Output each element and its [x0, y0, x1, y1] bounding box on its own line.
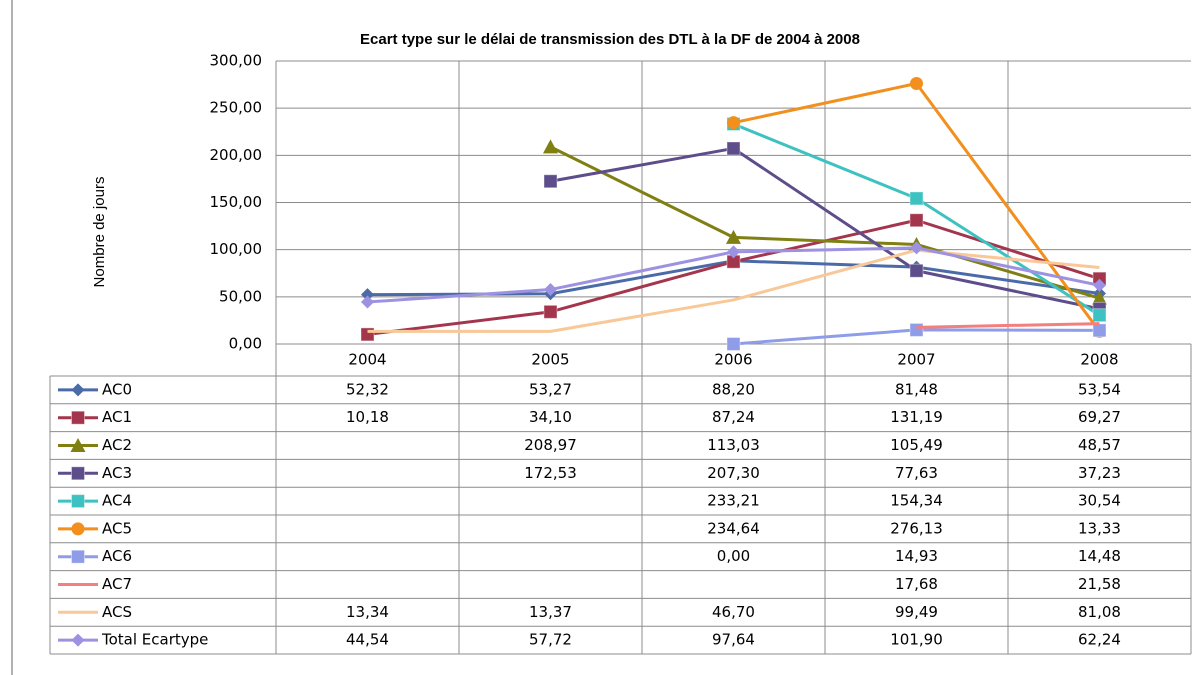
table-cell: 101,90 — [890, 631, 943, 649]
table-cell: 53,27 — [529, 380, 572, 398]
table-cell: 53,54 — [1078, 380, 1121, 398]
table-cell: 21,58 — [1078, 575, 1121, 593]
legend-marker — [71, 522, 85, 536]
table-cell: 69,27 — [1078, 408, 1121, 426]
data-point — [1092, 308, 1107, 323]
legend-marker — [70, 438, 86, 452]
data-point — [910, 241, 923, 255]
table-cell: 208,97 — [524, 436, 577, 454]
legend-marker — [71, 633, 85, 647]
table-cell: 62,24 — [1078, 631, 1121, 649]
table-cell: 81,48 — [895, 380, 938, 398]
table-cell: 14,48 — [1078, 547, 1121, 565]
data-point — [909, 191, 924, 206]
table-cell: 44,54 — [346, 631, 389, 649]
table-cell: 52,32 — [346, 380, 389, 398]
legend-marker — [71, 466, 85, 481]
legend-label: AC0 — [102, 380, 132, 398]
table-cell: 37,23 — [1078, 464, 1121, 482]
table-cell: 17,68 — [895, 575, 938, 593]
x-tick-label: 2008 — [1080, 351, 1118, 369]
table-cell: 30,54 — [1078, 492, 1121, 510]
table-cell: 113,03 — [707, 436, 760, 454]
table-cell: 99,49 — [895, 603, 938, 621]
y-tick-label: 200,00 — [210, 146, 263, 164]
table-cell: 13,34 — [346, 603, 389, 621]
data-point — [1092, 323, 1107, 338]
table-cell: 48,57 — [1078, 436, 1121, 454]
series-line — [916, 322, 1100, 329]
table-cell: 57,72 — [529, 631, 572, 649]
data-point — [727, 116, 740, 130]
legend-label: AC1 — [102, 408, 132, 426]
legend-marker — [71, 410, 85, 425]
table-cell: 276,13 — [890, 519, 943, 537]
y-tick-label: 0,00 — [229, 335, 262, 353]
legend-label: AC7 — [102, 575, 132, 593]
data-point — [1093, 278, 1106, 292]
data-point — [361, 288, 374, 302]
y-tick-label: 100,00 — [210, 240, 263, 258]
table-cell: 14,93 — [895, 547, 938, 565]
x-tick-label: 2006 — [714, 351, 752, 369]
table-cell: 207,30 — [707, 464, 760, 482]
y-tick-label: 250,00 — [210, 99, 263, 117]
series-line — [733, 82, 1101, 333]
table-cell: 88,20 — [712, 380, 755, 398]
x-tick-label: 2005 — [531, 351, 569, 369]
legend-label: AC4 — [102, 492, 132, 510]
data-point — [543, 174, 558, 189]
legend-marker — [71, 549, 85, 564]
data-point — [726, 337, 741, 351]
legend-label: AC5 — [102, 519, 132, 537]
legend-label: ACS — [102, 603, 132, 621]
x-tick-label: 2007 — [897, 351, 935, 369]
data-point — [543, 139, 558, 154]
y-axis-title: Nombre de jours — [91, 177, 108, 288]
table-cell: 0,00 — [717, 547, 750, 565]
data-point — [910, 77, 923, 91]
table-cell: 154,34 — [890, 492, 943, 510]
legend-marker — [71, 494, 85, 509]
table-cell: 87,24 — [712, 408, 755, 426]
chart-title: Ecart type sur le délai de transmission … — [360, 31, 860, 48]
y-tick-label: 300,00 — [210, 52, 263, 70]
legend-label: Total Ecartype — [101, 631, 208, 649]
series-line — [367, 248, 1100, 333]
legend-marker — [71, 383, 85, 397]
y-tick-label: 50,00 — [219, 287, 262, 305]
table-cell: 234,64 — [707, 519, 760, 537]
table-cell: 46,70 — [712, 603, 755, 621]
y-tick-label: 150,00 — [210, 193, 263, 211]
data-point — [909, 263, 924, 278]
data-point — [727, 245, 740, 259]
data-point — [360, 327, 375, 342]
table-cell: 13,37 — [529, 603, 572, 621]
data-point — [1092, 290, 1107, 305]
series-line — [549, 145, 1100, 300]
table-cell: 10,18 — [346, 408, 389, 426]
table-cell: 34,10 — [529, 408, 572, 426]
table-cell: 131,19 — [890, 408, 943, 426]
x-tick-label: 2004 — [348, 351, 386, 369]
legend-label: AC3 — [102, 464, 132, 482]
data-point — [543, 304, 558, 319]
legend-label: AC6 — [102, 547, 132, 565]
data-point — [361, 295, 374, 309]
table-cell: 105,49 — [890, 436, 943, 454]
table-cell: 77,63 — [895, 464, 938, 482]
data-point — [726, 229, 741, 244]
data-point — [909, 213, 924, 228]
table-cell: 172,53 — [524, 464, 577, 482]
data-point — [726, 141, 741, 156]
table-cell: 233,21 — [707, 492, 760, 510]
series-line — [550, 146, 1100, 311]
table-cell: 97,64 — [712, 631, 755, 649]
legend-label: AC2 — [102, 436, 132, 454]
data-point — [544, 283, 557, 297]
data-point — [909, 322, 924, 337]
table-cell: 81,08 — [1078, 603, 1121, 621]
table-cell: 13,33 — [1078, 519, 1121, 537]
